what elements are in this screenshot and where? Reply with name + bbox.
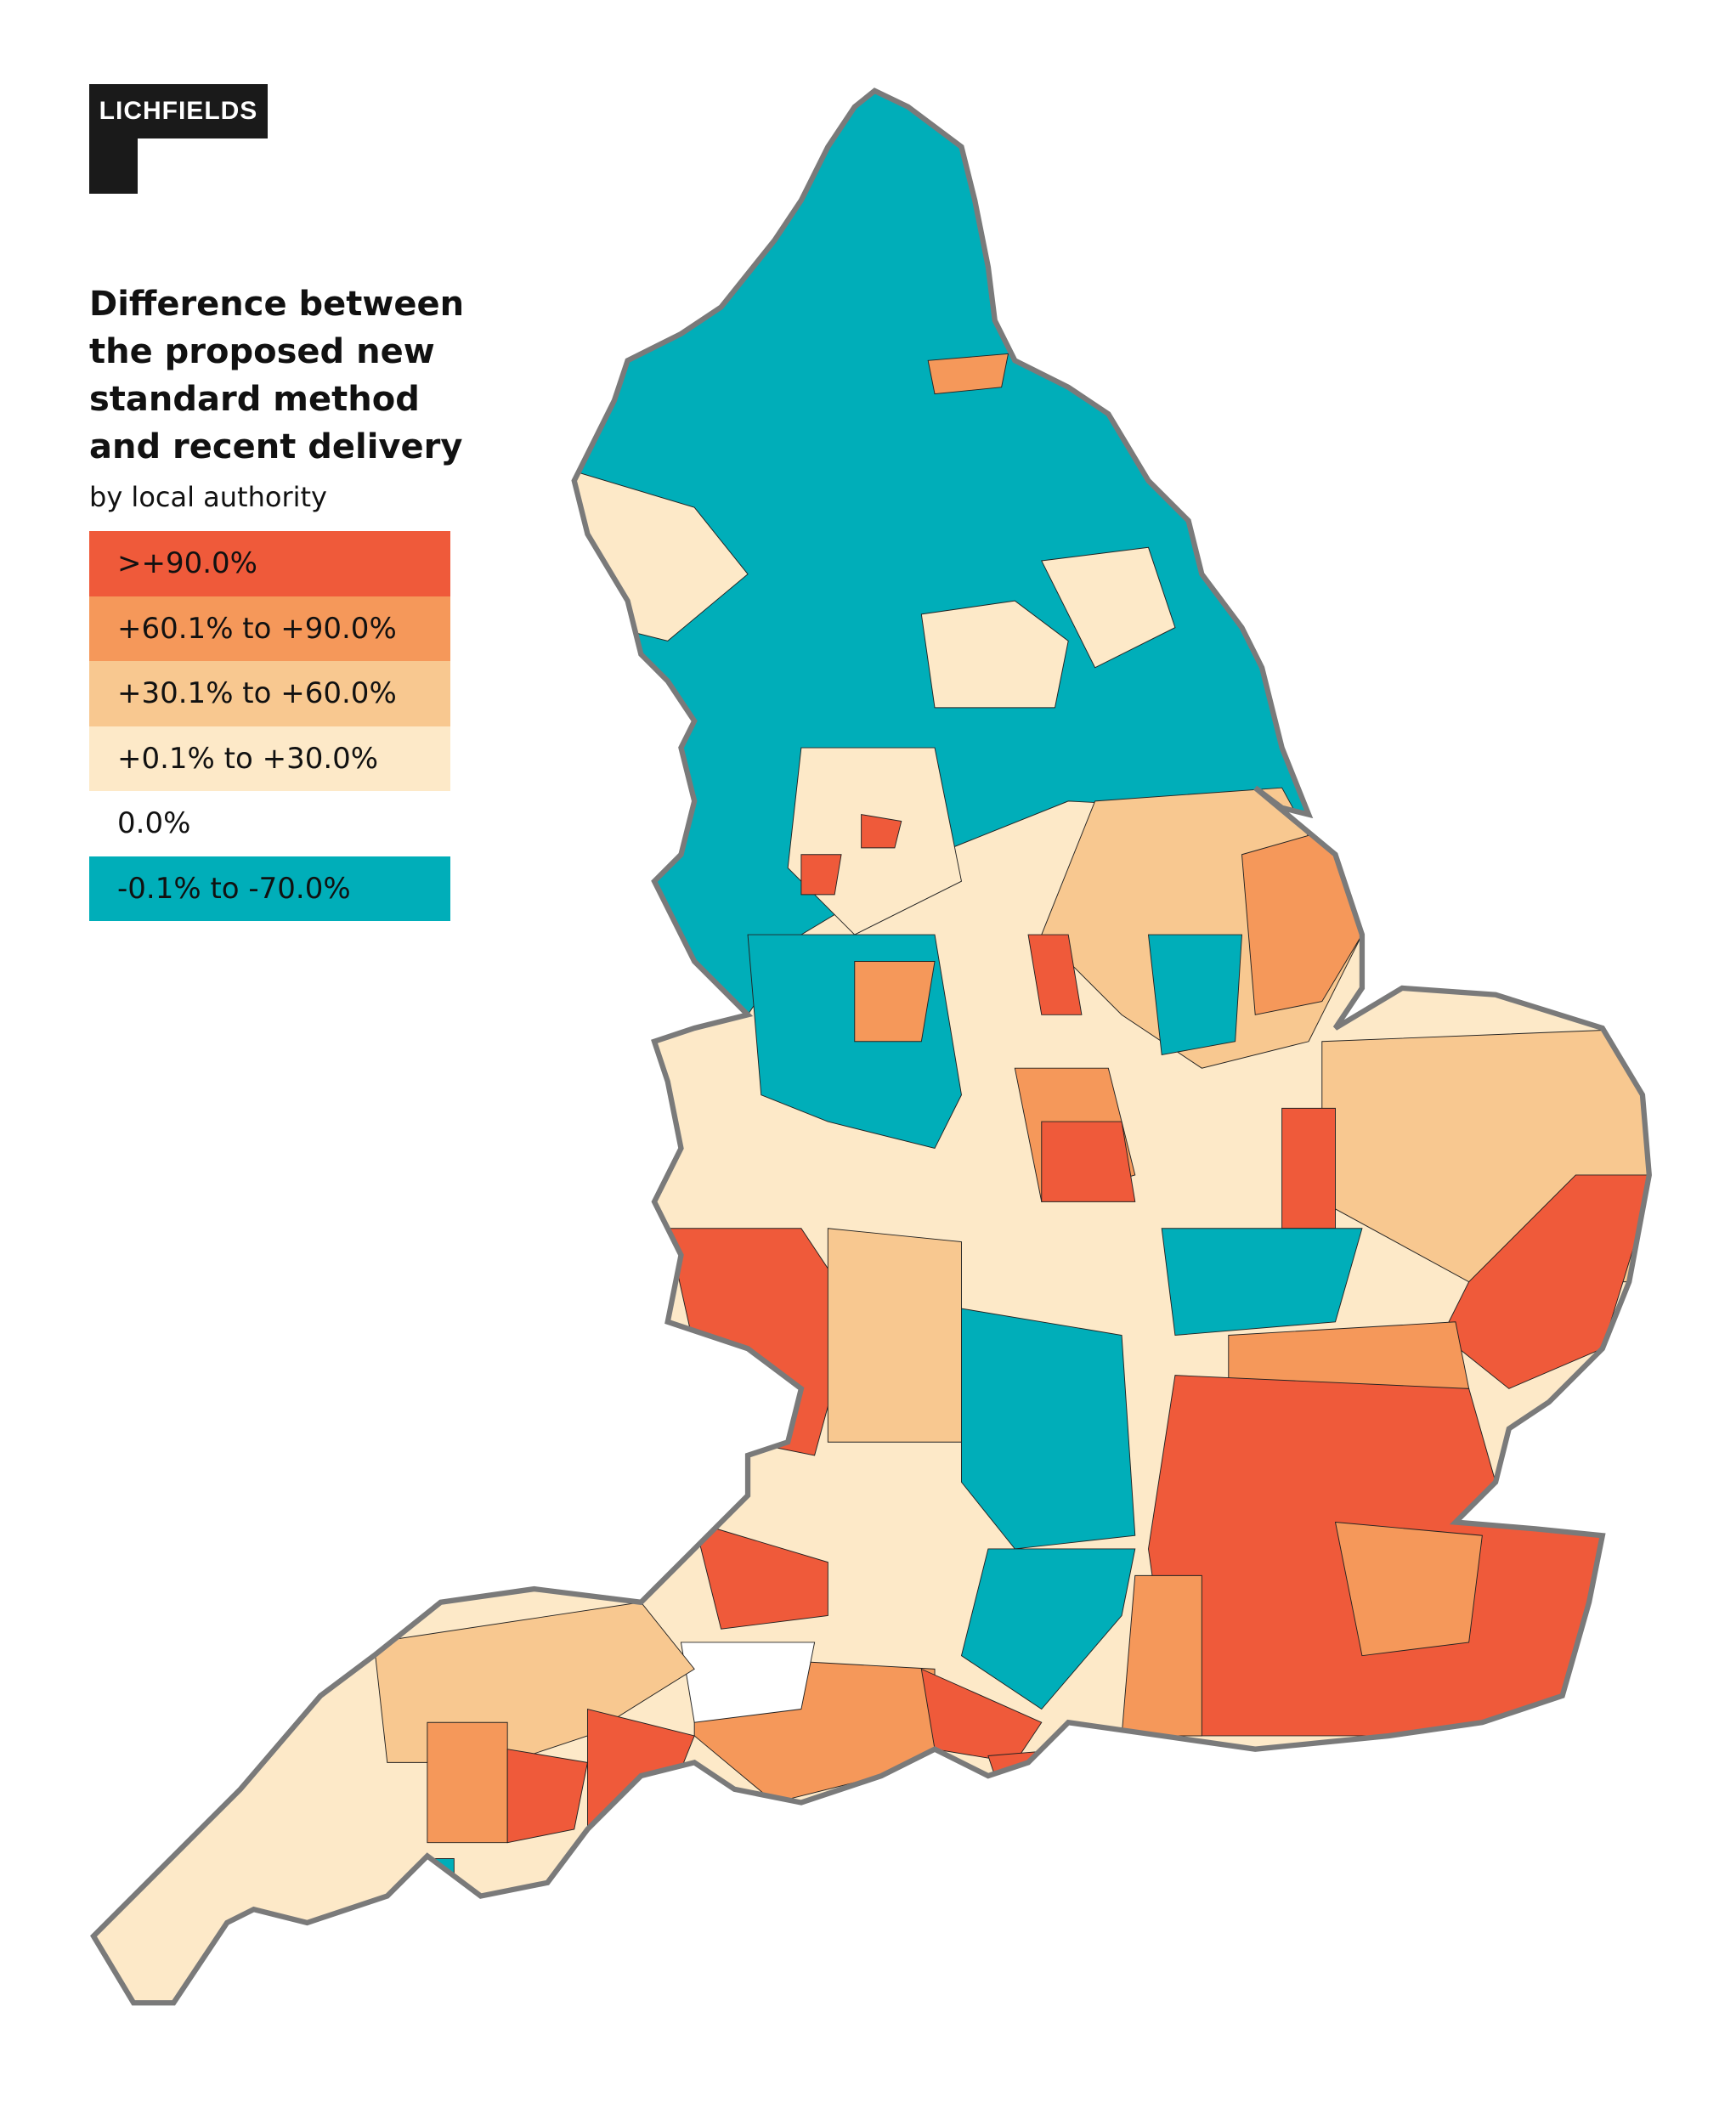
legend-item: >+90.0% bbox=[89, 531, 450, 596]
region bbox=[1041, 1121, 1136, 1202]
region bbox=[1441, 1174, 1649, 1389]
region bbox=[680, 1642, 816, 1723]
legend-title: Difference between the proposed new stan… bbox=[89, 280, 464, 471]
region bbox=[961, 1308, 1136, 1550]
region bbox=[1161, 1228, 1363, 1337]
region bbox=[1281, 1107, 1336, 1229]
region bbox=[1147, 934, 1242, 1056]
legend-item: -0.1% to -70.0% bbox=[89, 856, 450, 921]
region bbox=[861, 814, 902, 849]
region bbox=[1121, 1574, 1202, 1737]
region bbox=[427, 1721, 508, 1844]
title-line: Difference between bbox=[89, 285, 465, 324]
region bbox=[1041, 546, 1176, 669]
region bbox=[800, 854, 842, 896]
region bbox=[506, 1749, 589, 1844]
logo: LICHFIELDS bbox=[89, 84, 268, 138]
legend-item: +60.1% to +90.0% bbox=[89, 596, 450, 661]
region bbox=[854, 961, 936, 1043]
region bbox=[960, 1548, 1136, 1710]
legend-item: 0.0% bbox=[89, 791, 450, 856]
legend-item: +0.1% to +30.0% bbox=[89, 726, 450, 791]
logo-bar bbox=[89, 138, 138, 194]
title-line: and recent delivery bbox=[89, 427, 463, 466]
legend-item: +30.1% to +60.0% bbox=[89, 661, 450, 726]
title-line: the proposed new bbox=[89, 332, 435, 371]
region bbox=[1027, 934, 1083, 1015]
region bbox=[1334, 1521, 1483, 1657]
region bbox=[920, 600, 1069, 709]
region bbox=[827, 1228, 962, 1443]
legend-subtitle: by local authority bbox=[89, 481, 327, 513]
region bbox=[927, 353, 1009, 395]
legend: >+90.0% +60.1% to +90.0% +30.1% to +60.0% +… bbox=[89, 531, 450, 921]
region bbox=[693, 1521, 828, 1630]
title-line: standard method bbox=[89, 380, 420, 419]
